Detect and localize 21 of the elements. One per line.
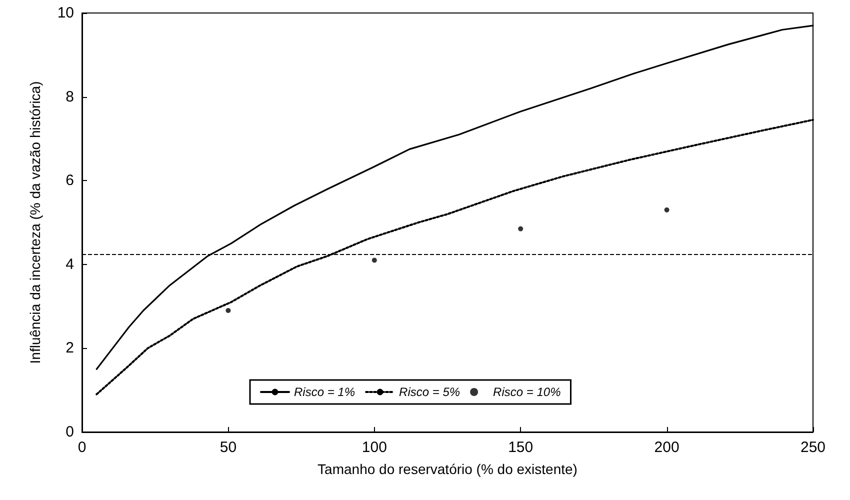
x-axis-title: Tamanho do reservatório (% do existente) [318, 461, 578, 477]
y-tick-label: 4 [66, 256, 74, 273]
x-tick-label: 0 [78, 439, 86, 456]
x-tick-label: 50 [220, 439, 237, 456]
legend-label: Risco = 1% [294, 385, 356, 399]
point [518, 226, 524, 232]
x-tick-label: 200 [654, 439, 680, 456]
x-tick-label: 250 [800, 439, 826, 456]
x-tick-label: 100 [362, 439, 387, 456]
y-axis-title: Influência da incerteza (% da vazão histórica) [27, 81, 43, 364]
legend-label: Risco = 5% [399, 385, 460, 399]
y-tick-label: 10 [57, 4, 74, 22]
legend-label: Risco = 10% [493, 385, 562, 399]
point [372, 258, 377, 263]
y-tick-label: 2 [66, 340, 74, 357]
y-tick-label: 0 [66, 424, 74, 440]
y-tick-label: 8 [66, 88, 74, 106]
point [226, 308, 231, 313]
y-tick-label: 6 [66, 172, 74, 190]
point [664, 207, 670, 212]
x-tick-label: 150 [508, 439, 534, 456]
